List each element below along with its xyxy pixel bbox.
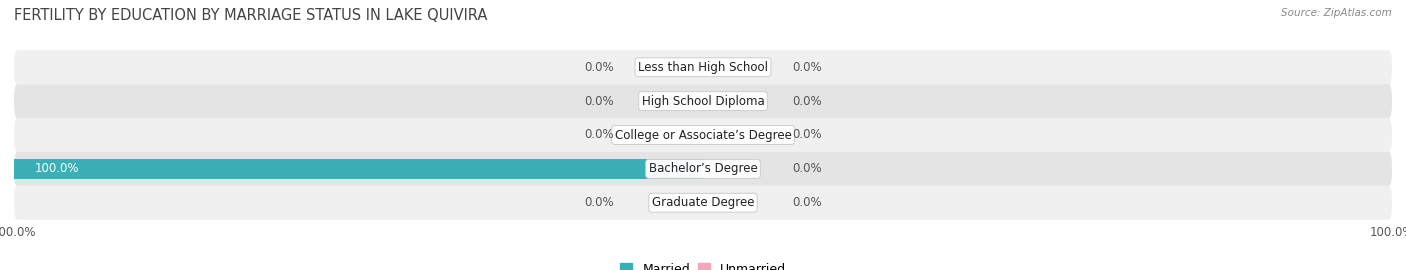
Text: College or Associate’s Degree: College or Associate’s Degree — [614, 129, 792, 141]
Text: 100.0%: 100.0% — [35, 162, 79, 176]
Text: Bachelor’s Degree: Bachelor’s Degree — [648, 162, 758, 176]
Text: FERTILITY BY EDUCATION BY MARRIAGE STATUS IN LAKE QUIVIRA: FERTILITY BY EDUCATION BY MARRIAGE STATU… — [14, 8, 488, 23]
FancyBboxPatch shape — [14, 84, 1392, 118]
Text: 0.0%: 0.0% — [583, 196, 613, 209]
FancyBboxPatch shape — [14, 152, 1392, 186]
Text: 0.0%: 0.0% — [793, 129, 823, 141]
Text: 0.0%: 0.0% — [793, 61, 823, 74]
Text: 0.0%: 0.0% — [583, 61, 613, 74]
FancyBboxPatch shape — [14, 186, 1392, 220]
Text: High School Diploma: High School Diploma — [641, 94, 765, 108]
FancyBboxPatch shape — [14, 118, 1392, 152]
FancyBboxPatch shape — [14, 50, 1392, 84]
Text: 0.0%: 0.0% — [583, 94, 613, 108]
Text: Source: ZipAtlas.com: Source: ZipAtlas.com — [1281, 8, 1392, 18]
Legend: Married, Unmarried: Married, Unmarried — [614, 258, 792, 270]
Text: Less than High School: Less than High School — [638, 61, 768, 74]
Text: 0.0%: 0.0% — [793, 162, 823, 176]
Text: 0.0%: 0.0% — [793, 94, 823, 108]
Text: 0.0%: 0.0% — [793, 196, 823, 209]
Text: Graduate Degree: Graduate Degree — [652, 196, 754, 209]
Bar — [14, 159, 703, 179]
Text: 0.0%: 0.0% — [583, 129, 613, 141]
